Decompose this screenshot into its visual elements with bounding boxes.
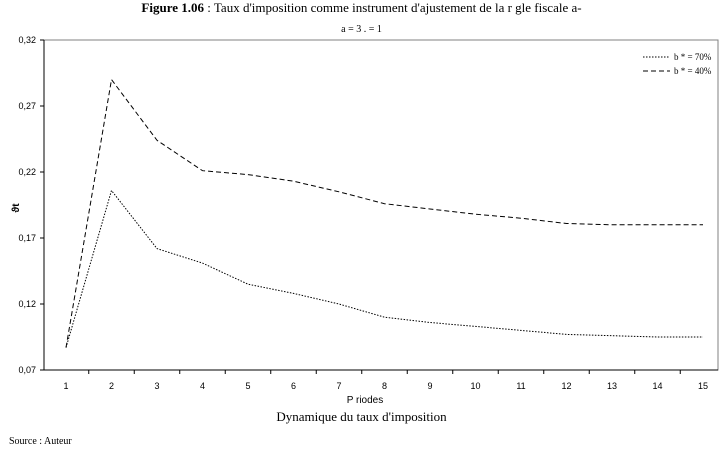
series-line-2 — [65, 78, 703, 348]
x-tick-label: 2 — [109, 381, 114, 391]
figure-title-text: : Taux d'imposition comme instrument d'a… — [204, 0, 582, 15]
figure-number: Figure 1.06 — [141, 0, 205, 15]
y-tick-label: 0,22 — [18, 167, 36, 177]
y-tick-label: 0,32 — [18, 35, 36, 45]
plot-frame — [43, 39, 719, 371]
legend-label-2: b * = 40% — [674, 66, 712, 76]
x-tick-label: 5 — [245, 381, 250, 391]
x-tick-label: 11 — [516, 381, 525, 391]
x-tick-label: 4 — [200, 381, 205, 391]
figure-title: Figure 1.06 : Taux d'imposition comme in… — [0, 0, 723, 16]
y-axis-label: ϑt — [11, 203, 22, 213]
x-tick-label: 3 — [154, 381, 159, 391]
x-tick-label: 8 — [382, 381, 387, 391]
x-tick-label: 14 — [652, 381, 662, 391]
x-tick-label: 9 — [427, 381, 432, 391]
x-axis-label: P riodes — [347, 395, 384, 406]
y-tick-label: 0,07 — [18, 365, 36, 375]
x-tick-label: 7 — [336, 381, 341, 391]
source-note: Source : Auteur — [9, 436, 72, 447]
x-tick-label: 12 — [561, 381, 571, 391]
y-tick-label: 0,12 — [18, 299, 36, 309]
y-tick-label: 0,17 — [18, 233, 36, 243]
series-line-1 — [65, 189, 703, 348]
x-tick-label: 13 — [607, 381, 617, 391]
figure-subtitle: a = 3 . = 1 — [341, 24, 382, 35]
x-tick-label: 15 — [698, 381, 708, 391]
legend-label-1: b * = 70% — [674, 52, 712, 62]
x-tick-label: 1 — [63, 381, 68, 391]
chart-caption: Dynamique du taux d'imposition — [276, 409, 447, 424]
x-tick-label: 10 — [470, 381, 480, 391]
x-tick-label: 6 — [291, 381, 296, 391]
y-tick-label: 0,27 — [18, 101, 36, 111]
